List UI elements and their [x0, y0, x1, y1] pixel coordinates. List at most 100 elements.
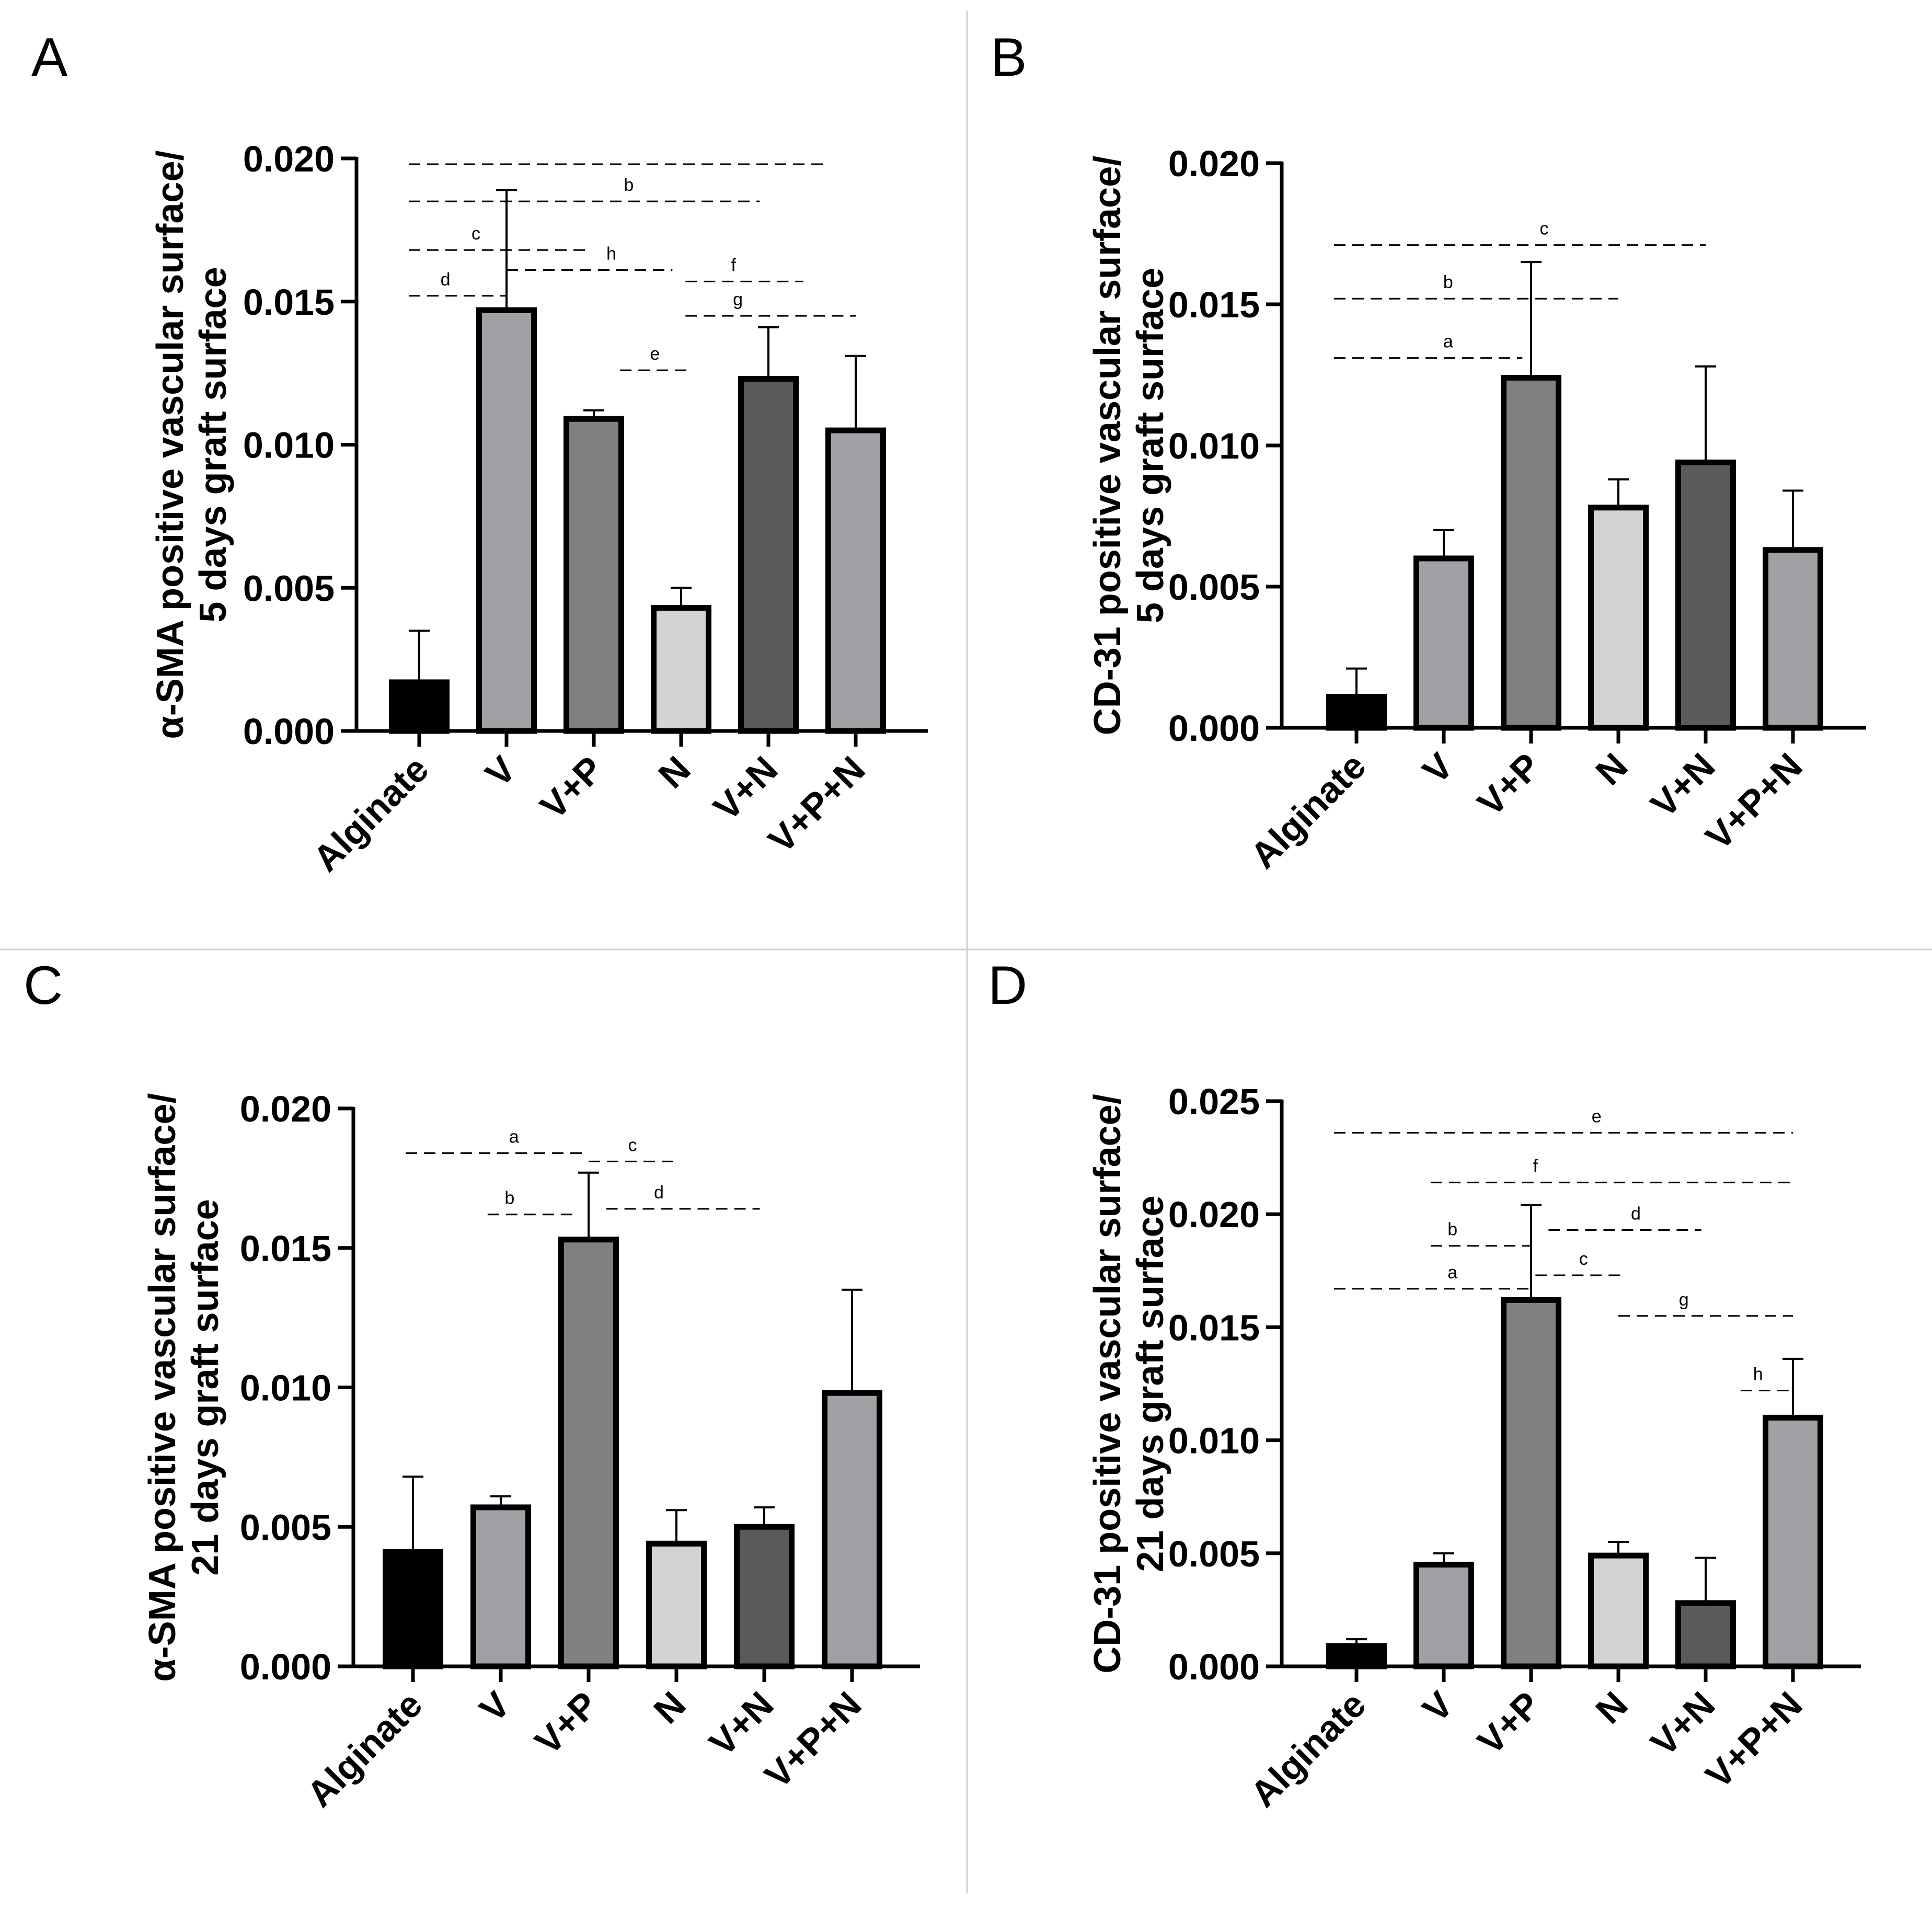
y-tick-label: 0.020 [240, 1089, 331, 1129]
x-tick-label: V+N [706, 748, 786, 828]
significance-label: d [441, 270, 451, 290]
significance-label: h [1753, 1364, 1763, 1384]
x-tick-label: V+P [527, 1684, 606, 1762]
significance-label: f [1533, 1157, 1538, 1176]
x-tick-label: V+N [1643, 745, 1723, 825]
bar-n [1588, 1552, 1649, 1669]
x-tick-label: V+P [533, 748, 611, 827]
bar-alginate [383, 1549, 443, 1669]
x-tick-label: V+P+N [1698, 1684, 1810, 1796]
x-tick-label: Alginate [1243, 745, 1373, 876]
significance-label: h [606, 244, 616, 264]
y-tick-label: 0.005 [243, 568, 335, 609]
y-axis-label-line: α-SMA positive vascular surface/ [142, 1093, 183, 1682]
y-axis-label-line: 21 days graft surface [1130, 1195, 1171, 1572]
bar-alginate [389, 679, 450, 734]
significance-label: c [472, 224, 480, 244]
x-tick-label: V+N [702, 1684, 781, 1764]
significance-label: a [1447, 1263, 1457, 1283]
y-tick-label: 0.005 [1168, 1534, 1260, 1574]
bar-v-plus-n [734, 1524, 795, 1669]
x-tick-label: V+P [1470, 745, 1548, 824]
bar-v-plus-n [738, 376, 799, 734]
panel-C: Cα-SMA positive vascular surface/21 days… [24, 955, 920, 1815]
bar-v-plus-p-plus-n [1763, 1414, 1823, 1669]
significance-label: g [1679, 1290, 1689, 1310]
bar-v-plus-p-plus-n [825, 427, 886, 734]
significance-label: f [731, 255, 736, 275]
x-tick-label: V [1414, 1684, 1460, 1730]
x-tick-label: N [646, 1684, 694, 1731]
panel-D: D CD-31 positive vascular surface/21 days… [988, 955, 1861, 1815]
y-axis-label-line: CD-31 positive vascular surface/ [1087, 1094, 1129, 1674]
bar-v-plus-p-plus-n [1763, 547, 1823, 731]
panel-letter: A [31, 27, 68, 88]
x-tick-label: N [1588, 745, 1636, 793]
y-tick-label: 0.020 [1168, 143, 1260, 184]
y-tick-label: 0.020 [1168, 1194, 1260, 1235]
significance-label: d [654, 1183, 664, 1203]
panel-letter: C [24, 955, 63, 1016]
bar-alginate [1326, 1643, 1387, 1669]
significance-label: e [1592, 1107, 1602, 1127]
significance-label: b [624, 175, 634, 195]
y-axis-label-line: 5 days graft surface [1130, 268, 1171, 623]
x-tick-label: Alginate [305, 748, 436, 879]
y-tick-label: 0.015 [243, 282, 335, 323]
x-tick-label: V+P+N [1698, 745, 1810, 857]
bar-v-plus-p-plus-n [822, 1390, 882, 1669]
x-tick-label: V [472, 1684, 518, 1730]
panel-A: Aα-SMA positive vascular surface/5 days … [31, 27, 928, 879]
y-axis-label: α-SMA positive vascular surface/5 days g… [150, 150, 234, 739]
y-axis-label: CD-31 positive vascular surface/21 days … [1087, 1094, 1171, 1674]
y-tick-label: 0.020 [243, 139, 335, 179]
y-tick-label: 0.000 [1168, 708, 1260, 749]
x-tick-label: V+P [1470, 1684, 1548, 1762]
bar-v [470, 1504, 531, 1669]
panel-letter: B [991, 27, 1027, 88]
bar-v [1413, 1561, 1474, 1669]
x-tick-label: N [1588, 1684, 1636, 1731]
x-tick-label: V [1414, 745, 1460, 791]
y-tick-label: 0.005 [1168, 567, 1260, 608]
bar-alginate [1326, 694, 1387, 731]
x-tick-label: V+N [1643, 1684, 1723, 1764]
y-tick-label: 0.005 [240, 1507, 331, 1548]
significance-label: g [733, 290, 743, 310]
bar-n [1588, 505, 1649, 731]
y-tick-label: 0.000 [1168, 1646, 1260, 1687]
y-axis-label: α-SMA positive vascular surface/21 days … [142, 1093, 226, 1682]
bar-v-plus-p [564, 416, 624, 734]
y-axis-label-line: α-SMA positive vascular surface/ [150, 150, 191, 739]
x-tick-label: V+P+N [761, 748, 873, 861]
y-tick-label: 0.010 [1168, 1421, 1260, 1461]
significance-label: c [1540, 219, 1549, 239]
significance-label: b [1447, 1220, 1457, 1240]
y-axis-label: CD-31 positive vascular surface/5 days g… [1087, 156, 1171, 736]
x-tick-label: Alginate [1243, 1684, 1373, 1814]
x-tick-label: Alginate [299, 1684, 430, 1814]
x-tick-label: V [477, 748, 523, 794]
bar-n [646, 1540, 707, 1669]
significance-label: a [509, 1127, 519, 1147]
y-axis-label-line: CD-31 positive vascular surface/ [1087, 156, 1129, 736]
y-tick-label: 0.015 [240, 1228, 331, 1269]
panel-B: B CD-31 positive vascular surface/5 days … [991, 27, 1866, 876]
y-tick-label: 0.010 [1168, 426, 1260, 466]
significance-label: d [1631, 1204, 1641, 1223]
panel-letter: D [988, 955, 1027, 1016]
y-axis-label-line: 21 days graft surface [185, 1199, 226, 1575]
significance-label: c [628, 1135, 637, 1155]
bar-n [651, 605, 711, 734]
y-tick-label: 0.000 [240, 1646, 331, 1687]
bar-v-plus-p [1501, 1297, 1561, 1669]
x-tick-label: N [651, 748, 698, 796]
significance-label: c [1579, 1249, 1588, 1269]
significance-label: b [504, 1188, 514, 1208]
significance-label: e [650, 344, 660, 364]
y-tick-label: 0.010 [240, 1368, 331, 1409]
bar-v-plus-p [1501, 374, 1561, 731]
significance-label: a [1443, 332, 1453, 352]
significance-label: b [1443, 272, 1453, 292]
